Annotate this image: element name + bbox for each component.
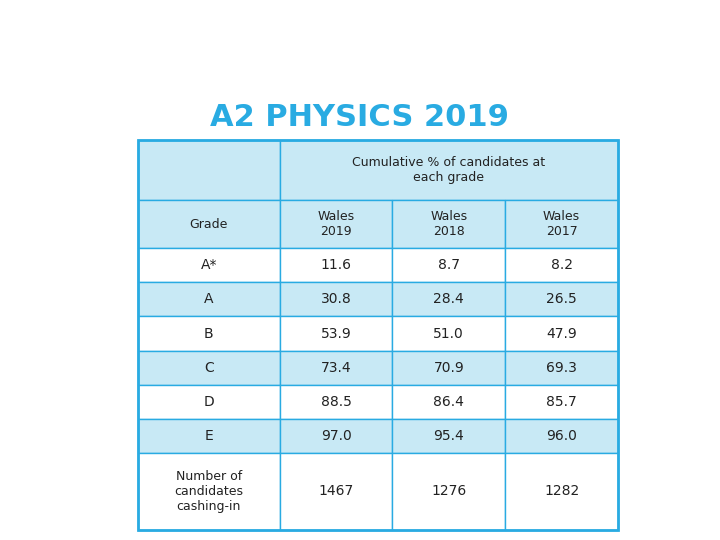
Text: 88.5: 88.5 bbox=[320, 395, 351, 409]
Bar bbox=[279, 453, 392, 530]
Text: E: E bbox=[204, 429, 213, 443]
Bar bbox=[138, 350, 279, 384]
Bar bbox=[279, 384, 392, 419]
Text: C: C bbox=[204, 361, 214, 375]
Text: 53.9: 53.9 bbox=[320, 327, 351, 341]
Text: 70.9: 70.9 bbox=[433, 361, 464, 375]
Text: 30.8: 30.8 bbox=[320, 293, 351, 306]
Bar bbox=[505, 316, 618, 350]
Text: 47.9: 47.9 bbox=[546, 327, 577, 341]
Bar bbox=[138, 384, 279, 419]
Bar bbox=[392, 248, 505, 282]
Bar bbox=[392, 282, 505, 316]
Bar bbox=[505, 453, 618, 530]
Wedge shape bbox=[57, 10, 77, 17]
Bar bbox=[392, 316, 505, 350]
Bar bbox=[392, 350, 505, 384]
Bar bbox=[138, 453, 279, 530]
Text: 69.3: 69.3 bbox=[546, 361, 577, 375]
Text: D: D bbox=[204, 395, 214, 409]
Bar bbox=[138, 316, 279, 350]
Text: 11.6: 11.6 bbox=[320, 258, 351, 272]
Bar bbox=[392, 453, 505, 530]
Bar bbox=[505, 282, 618, 316]
Bar bbox=[392, 200, 505, 248]
Text: 8.2: 8.2 bbox=[551, 258, 572, 272]
Text: 73.4: 73.4 bbox=[320, 361, 351, 375]
Text: Grade: Grade bbox=[189, 218, 228, 231]
Text: Wales
2019: Wales 2019 bbox=[318, 210, 354, 238]
Bar bbox=[392, 419, 505, 453]
Bar bbox=[138, 200, 279, 248]
Bar bbox=[279, 350, 392, 384]
Bar bbox=[279, 316, 392, 350]
Text: 28.4: 28.4 bbox=[433, 293, 464, 306]
Bar bbox=[138, 419, 279, 453]
Text: A2 PHYSICS 2019: A2 PHYSICS 2019 bbox=[210, 104, 510, 132]
Bar bbox=[392, 384, 505, 419]
Bar bbox=[138, 140, 279, 200]
Text: A*: A* bbox=[201, 258, 217, 272]
Text: 85.7: 85.7 bbox=[546, 395, 577, 409]
Bar bbox=[505, 248, 618, 282]
Bar bbox=[138, 248, 279, 282]
Text: Wales
2018: Wales 2018 bbox=[431, 210, 467, 238]
Text: 95.4: 95.4 bbox=[433, 429, 464, 443]
Wedge shape bbox=[47, 10, 68, 17]
Bar bbox=[279, 200, 392, 248]
Bar bbox=[505, 200, 618, 248]
Text: 51.0: 51.0 bbox=[433, 327, 464, 341]
Bar bbox=[138, 282, 279, 316]
Bar bbox=[505, 350, 618, 384]
Text: A: A bbox=[204, 293, 214, 306]
Text: 96.0: 96.0 bbox=[546, 429, 577, 443]
Bar bbox=[279, 248, 392, 282]
Text: 8.7: 8.7 bbox=[438, 258, 460, 272]
Bar bbox=[279, 282, 392, 316]
Bar bbox=[279, 140, 618, 200]
Text: 1276: 1276 bbox=[431, 484, 467, 498]
Bar bbox=[279, 419, 392, 453]
Text: B: B bbox=[204, 327, 214, 341]
Text: Cumulative % of candidates at
each grade: Cumulative % of candidates at each grade bbox=[352, 156, 545, 184]
Text: wjec
cbac: wjec cbac bbox=[39, 36, 85, 75]
Text: 86.4: 86.4 bbox=[433, 395, 464, 409]
Bar bbox=[505, 384, 618, 419]
Bar bbox=[505, 419, 618, 453]
Text: Wales
2017: Wales 2017 bbox=[543, 210, 580, 238]
Text: 1282: 1282 bbox=[544, 484, 579, 498]
Text: 1467: 1467 bbox=[318, 484, 354, 498]
Bar bbox=[138, 140, 618, 530]
Text: 97.0: 97.0 bbox=[320, 429, 351, 443]
Text: Number of
candidates
cashing-in: Number of candidates cashing-in bbox=[174, 470, 243, 513]
Text: 26.5: 26.5 bbox=[546, 293, 577, 306]
